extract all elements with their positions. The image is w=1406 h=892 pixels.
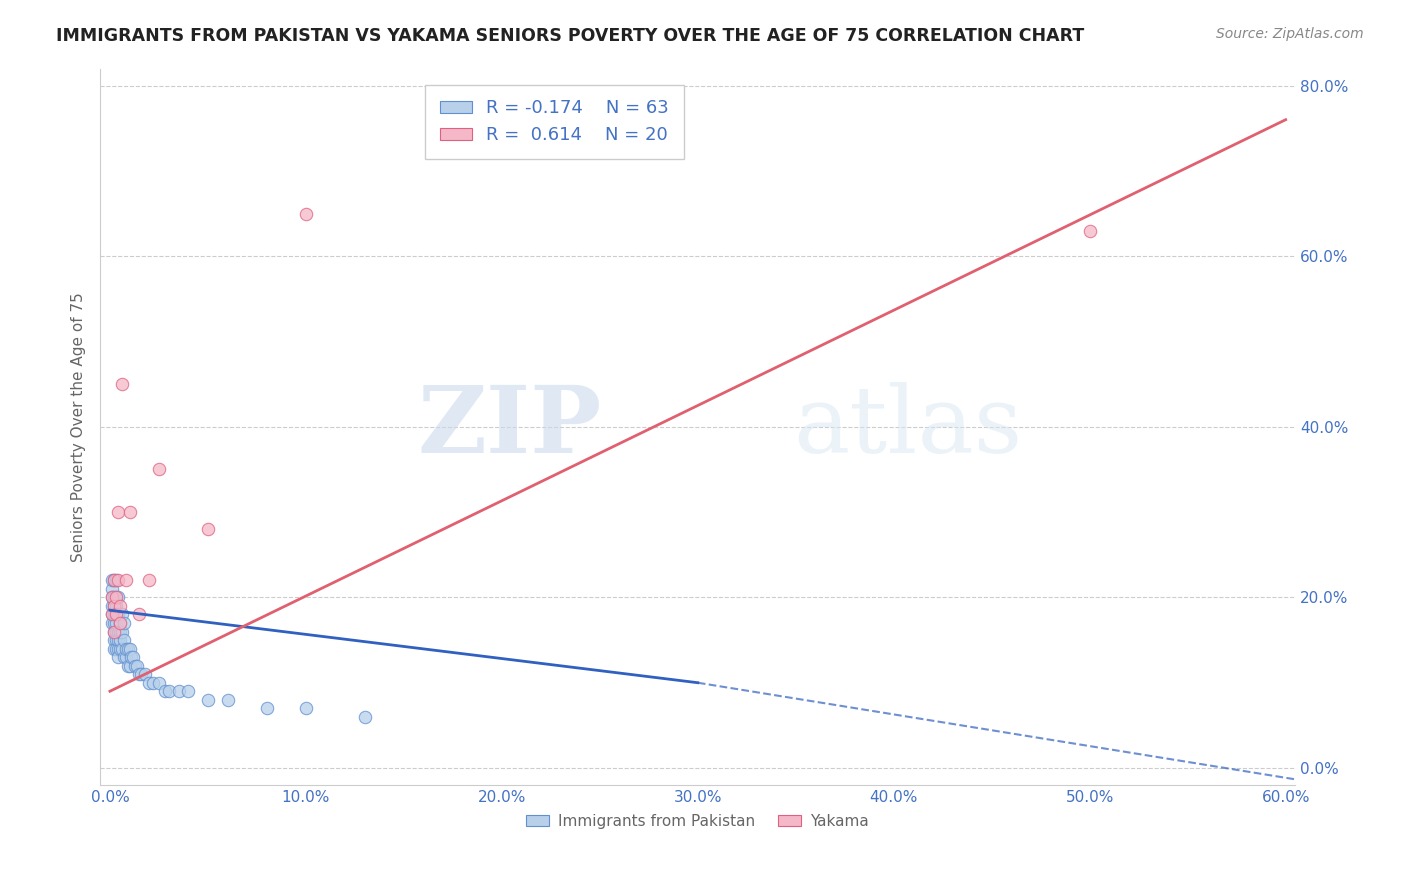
Point <box>107 633 129 648</box>
Point <box>101 599 124 613</box>
Point <box>103 615 125 630</box>
Point <box>112 615 135 630</box>
Point <box>103 633 125 648</box>
Point <box>114 650 136 665</box>
Point <box>108 615 131 630</box>
Point <box>128 607 150 622</box>
Point <box>104 641 127 656</box>
Point <box>103 624 125 639</box>
Point <box>107 641 129 656</box>
Point <box>101 607 124 622</box>
Point <box>104 574 127 588</box>
Point <box>138 675 160 690</box>
Point <box>295 206 318 220</box>
Point <box>108 624 131 639</box>
Point <box>108 641 131 656</box>
Point <box>103 599 125 613</box>
Point <box>104 624 127 639</box>
Text: ZIP: ZIP <box>418 382 602 472</box>
Point <box>177 684 200 698</box>
Point <box>107 650 129 665</box>
Legend: Immigrants from Pakistan, Yakama: Immigrants from Pakistan, Yakama <box>520 807 876 835</box>
Point <box>197 522 219 536</box>
Point <box>104 633 127 648</box>
Point <box>103 624 125 639</box>
Point <box>167 684 190 698</box>
Point <box>108 633 131 648</box>
Text: IMMIGRANTS FROM PAKISTAN VS YAKAMA SENIORS POVERTY OVER THE AGE OF 75 CORRELATIO: IMMIGRANTS FROM PAKISTAN VS YAKAMA SENIO… <box>56 27 1084 45</box>
Point <box>107 624 129 639</box>
Point <box>104 607 127 622</box>
Point <box>104 615 127 630</box>
Point <box>118 641 141 656</box>
Point <box>103 591 125 605</box>
Point <box>103 574 125 588</box>
Point <box>103 607 125 622</box>
Point <box>111 641 134 656</box>
Point <box>111 624 134 639</box>
Point <box>118 658 141 673</box>
Point <box>148 462 170 476</box>
Point <box>112 633 135 648</box>
Point <box>148 675 170 690</box>
Point <box>128 667 150 681</box>
Point <box>153 684 176 698</box>
Point <box>101 591 124 605</box>
Text: Source: ZipAtlas.com: Source: ZipAtlas.com <box>1216 27 1364 41</box>
Point <box>117 658 139 673</box>
Point <box>197 693 219 707</box>
Point <box>103 599 125 613</box>
Point <box>108 615 131 630</box>
Point <box>107 591 129 605</box>
Point <box>138 574 160 588</box>
Point <box>295 701 318 715</box>
Point <box>101 615 124 630</box>
Point <box>111 377 134 392</box>
Point <box>104 607 127 622</box>
Point <box>108 599 131 613</box>
Point <box>104 599 127 613</box>
Point <box>122 650 145 665</box>
Point <box>256 701 278 715</box>
Y-axis label: Seniors Poverty Over the Age of 75: Seniors Poverty Over the Age of 75 <box>72 292 86 562</box>
Point <box>112 650 135 665</box>
Point <box>157 684 180 698</box>
Point <box>129 667 152 681</box>
Point <box>101 574 124 588</box>
Point <box>111 607 134 622</box>
Point <box>101 607 124 622</box>
Text: atlas: atlas <box>793 382 1022 472</box>
Point <box>217 693 239 707</box>
Point <box>107 505 129 519</box>
Point <box>101 582 124 596</box>
Point <box>118 505 141 519</box>
Point <box>107 574 129 588</box>
Point <box>104 591 127 605</box>
Point <box>134 667 156 681</box>
Point <box>114 641 136 656</box>
Point <box>117 641 139 656</box>
Point <box>127 658 149 673</box>
Point <box>114 574 136 588</box>
Point <box>101 591 124 605</box>
Point <box>142 675 165 690</box>
Point <box>103 641 125 656</box>
Point <box>353 710 375 724</box>
Point <box>121 650 143 665</box>
Point <box>107 607 129 622</box>
Point <box>103 574 125 588</box>
Point <box>104 591 127 605</box>
Point <box>124 658 146 673</box>
Point <box>1078 224 1101 238</box>
